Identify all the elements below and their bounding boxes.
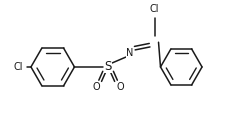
Text: O: O [116, 82, 123, 92]
Text: Cl: Cl [149, 4, 159, 14]
Text: S: S [104, 60, 111, 74]
Text: Cl: Cl [13, 62, 23, 72]
Text: O: O [92, 82, 100, 92]
Text: N: N [126, 48, 133, 58]
